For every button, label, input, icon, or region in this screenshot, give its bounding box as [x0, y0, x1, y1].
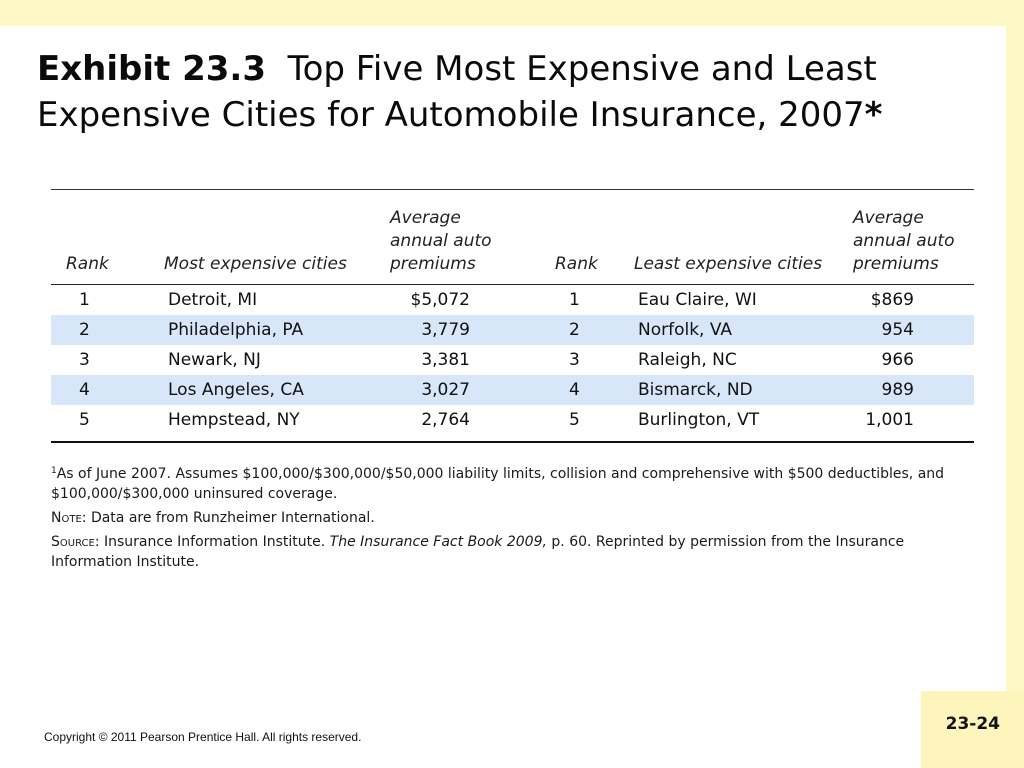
- source-label: Source: [51, 534, 95, 550]
- premium-cell-2: $869: [870, 289, 914, 310]
- page-number-box: [921, 691, 1024, 768]
- insurance-table: Rank Most expensive cities Average annua…: [51, 190, 974, 435]
- rank-cell-2: 4: [537, 374, 629, 405]
- header-premium-2: Average annual auto premiums: [849, 190, 974, 284]
- city-cell: Detroit, MI: [168, 289, 258, 310]
- page-number: 23-24: [945, 714, 1000, 734]
- city-cell-2: Burlington, VT: [638, 409, 760, 430]
- city-cell-2: Bismarck, ND: [629, 374, 849, 405]
- title-asterisk: *: [864, 95, 883, 135]
- table-bottom-rule: [51, 440, 974, 443]
- rank-cell: 3: [79, 349, 90, 370]
- city-cell: Newark, NJ: [168, 349, 261, 370]
- right-frame-bar: [1006, 0, 1024, 768]
- premium-cell-2: 954: [849, 314, 974, 345]
- table-row: 1 Detroit, MI $5,072 1 Eau Claire, WI $8…: [51, 285, 974, 315]
- rank-cell-2: 5: [569, 409, 580, 430]
- source-text-post: p. 60. Reprinted by permission from the …: [51, 534, 905, 570]
- table-row: 4 Los Angeles, CA 3,027 4 Bismarck, ND 9…: [51, 374, 974, 405]
- premium-cell: 3,381: [421, 349, 470, 370]
- premium-cell: $5,072: [410, 289, 470, 310]
- table-row: 5 Hempstead, NY 2,764 5 Burlington, VT 1…: [51, 405, 974, 435]
- rank-cell-2: 1: [569, 289, 580, 310]
- header-premium-2-line3: premiums: [853, 253, 939, 274]
- premium-cell-2: 966: [881, 349, 914, 370]
- header-premium: Average annual auto premiums: [377, 190, 537, 284]
- city-cell: Philadelphia, PA: [163, 314, 377, 345]
- footnote: 1As of June 2007. Assumes $100,000/$300,…: [51, 464, 951, 504]
- footnote-mark: 1: [51, 466, 57, 476]
- copyright-notice: Copyright © 2011 Pearson Prentice Hall. …: [44, 730, 362, 744]
- city-cell-2: Raleigh, NC: [638, 349, 737, 370]
- header-least-expensive: Least expensive cities: [634, 253, 823, 274]
- premium-cell: 3,027: [377, 374, 537, 405]
- source-title: The Insurance Fact Book 2009,: [329, 534, 547, 550]
- slide-title: Exhibit 23.3 Top Five Most Expensive and…: [37, 46, 997, 138]
- table-row: 3 Newark, NJ 3,381 3 Raleigh, NC 966: [51, 345, 974, 375]
- table-notes: 1As of June 2007. Assumes $100,000/$300,…: [51, 464, 951, 576]
- title-text: Top Five Most Expensive and Least Expens…: [37, 49, 877, 135]
- exhibit-label: Exhibit 23.3: [37, 49, 266, 89]
- header-premium-line1: Average: [390, 207, 461, 228]
- table-row: 2 Philadelphia, PA 3,779 2 Norfolk, VA 9…: [51, 314, 974, 345]
- top-frame-bar: [0, 0, 1024, 26]
- header-premium-2-line1: Average: [853, 207, 924, 228]
- header-rank-2: Rank: [555, 253, 598, 274]
- rank-cell: 2: [51, 314, 163, 345]
- footnote-text: As of June 2007. Assumes $100,000/$300,0…: [51, 466, 945, 502]
- premium-cell: 3,779: [377, 314, 537, 345]
- rank-cell-2: 3: [569, 349, 580, 370]
- header-premium-line2: annual auto: [390, 230, 492, 251]
- header-rank: Rank: [66, 253, 109, 274]
- source-text-pre: : Insurance Information Institute.: [94, 534, 330, 550]
- table-header-row: Rank Most expensive cities Average annua…: [51, 190, 974, 284]
- rank-cell-2: 2: [537, 314, 629, 345]
- header-premium-line3: premiums: [390, 253, 476, 274]
- city-cell-2: Norfolk, VA: [629, 314, 849, 345]
- premium-cell-2: 989: [849, 374, 974, 405]
- table-top-rule: [51, 189, 974, 190]
- premium-cell: 2,764: [421, 409, 470, 430]
- city-cell: Los Angeles, CA: [163, 374, 377, 405]
- note-label: Note: [51, 510, 82, 526]
- source-line: Source: Insurance Information Institute.…: [51, 532, 951, 572]
- rank-cell: 5: [79, 409, 90, 430]
- city-cell-2: Eau Claire, WI: [638, 289, 757, 310]
- rank-cell: 4: [51, 374, 163, 405]
- rank-cell: 1: [79, 289, 90, 310]
- header-most-expensive: Most expensive cities: [164, 253, 347, 274]
- note-line: Note: Data are from Runzheimer Internati…: [51, 508, 951, 528]
- note-text: : Data are from Runzheimer International…: [81, 510, 375, 526]
- city-cell: Hempstead, NY: [168, 409, 300, 430]
- premium-cell-2: 1,001: [865, 409, 914, 430]
- insurance-table-container: Rank Most expensive cities Average annua…: [51, 189, 974, 443]
- header-premium-2-line2: annual auto: [853, 230, 955, 251]
